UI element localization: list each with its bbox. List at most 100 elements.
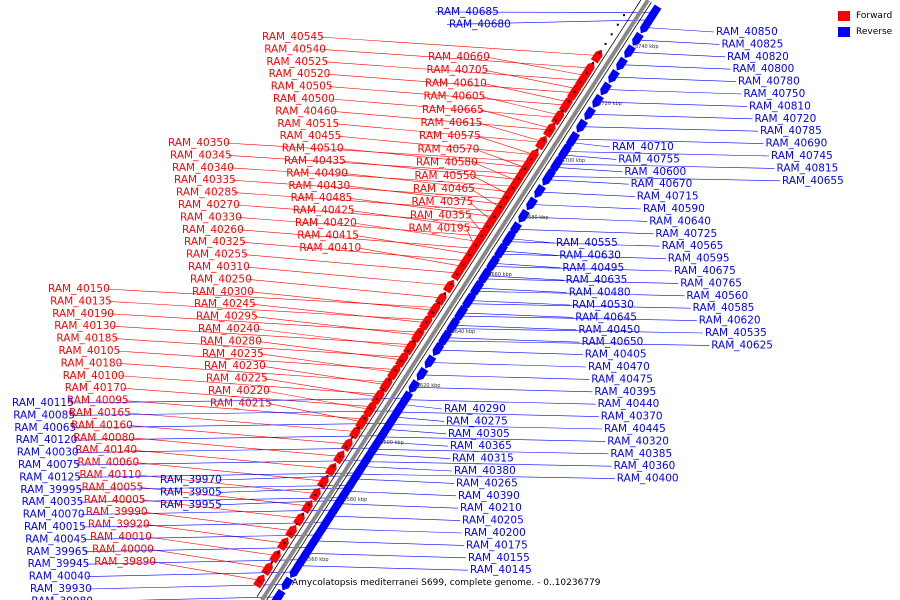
gene-tick-marker (283, 542, 286, 545)
reverse-gene-label: RAM_40710 (612, 141, 674, 153)
reverse-connector (570, 142, 611, 148)
forward-gene-label: RAM_40330 (180, 211, 242, 223)
forward-gene-label: RAM_40180 (61, 357, 123, 369)
gene-tick-marker (530, 158, 533, 161)
legend-reverse: Reverse (838, 24, 892, 40)
reverse-gene-arrow (416, 366, 429, 381)
reverse-gene-label: RAM_40820 (727, 51, 789, 63)
forward-gene-arrow (293, 512, 305, 527)
forward-gene-arrow (458, 254, 471, 269)
forward-gene-label: RAM_40270 (178, 199, 240, 211)
forward-connector (265, 390, 371, 410)
legend-forward-swatch (838, 11, 850, 21)
forward-connector (355, 235, 471, 255)
forward-gene-label: RAM_40295 (196, 311, 258, 323)
reverse-connector (522, 216, 648, 222)
forward-connector (110, 313, 420, 333)
reverse-connector (644, 27, 715, 33)
forward-gene-label: RAM_40135 (50, 295, 112, 307)
gene-tick-marker (425, 321, 428, 324)
forward-gene-label: RAM_40580 (416, 157, 478, 169)
gene-tick-marker (561, 110, 564, 113)
forward-connector (333, 111, 551, 131)
reverse-connector (83, 534, 319, 540)
gene-tick-marker (332, 465, 335, 468)
forward-connector (152, 561, 261, 581)
forward-gene-label: RAM_40500 (273, 93, 335, 105)
reverse-gene-label: RAM_40495 (562, 262, 624, 274)
forward-connector (126, 412, 357, 432)
forward-gene-label: RAM_39990 (86, 506, 148, 518)
forward-gene-label: RAM_40575 (419, 130, 481, 142)
forward-gene-label: RAM_40485 (291, 192, 353, 204)
reverse-connector (357, 473, 615, 479)
reverse-gene-label: RAM_40670 (631, 178, 693, 190)
gene-tick-marker (573, 90, 576, 93)
forward-gene-label: RAM_40300 (192, 286, 254, 298)
forward-connector (239, 229, 475, 249)
forward-connector (143, 511, 293, 532)
forward-gene-label: RAM_40160 (71, 419, 133, 431)
reverse-gene-arrow (385, 415, 398, 430)
scale-tick-label: 8560 kbp (305, 557, 329, 563)
reverse-gene-arrow (305, 539, 318, 554)
forward-connector (469, 201, 492, 221)
forward-connector (337, 135, 535, 156)
forward-gene-label: RAM_40570 (418, 143, 480, 155)
forward-gene-label: RAM_40455 (280, 130, 342, 142)
reverse-connector (346, 490, 457, 497)
reverse-gene-arrow (351, 467, 364, 482)
gene-tick-marker (369, 407, 372, 410)
scale-tick-label: 8680 kbp (525, 215, 549, 221)
reverse-gene-arrow (632, 31, 644, 46)
scale-tick-label: 8620 kbp (417, 383, 441, 389)
reverse-connector (381, 436, 606, 442)
reverse-connector (72, 422, 390, 429)
forward-connector (122, 387, 373, 408)
forward-connector (326, 73, 575, 94)
forward-connector (472, 175, 509, 195)
reverse-connector (75, 460, 367, 466)
reverse-gene-label: RAM_40385 (610, 448, 672, 460)
forward-gene-label: RAM_40260 (182, 224, 244, 236)
forward-gene-label: RAM_40150 (48, 283, 110, 295)
forward-gene-label: RAM_40335 (174, 174, 236, 186)
reverse-connector (71, 410, 398, 416)
gene-tick-marker (351, 436, 354, 439)
reverse-gene-label: RAM_40400 (617, 473, 679, 485)
reverse-gene-arrow (510, 221, 522, 236)
reverse-connector (620, 64, 731, 70)
reverse-connector (468, 300, 571, 306)
forward-gene-label: RAM_40545 (262, 31, 324, 43)
reverse-gene-label: RAM_40600 (624, 166, 686, 178)
forward-connector (120, 375, 381, 395)
reverse-gene-arrow (401, 390, 414, 405)
legend-forward-label: Forward (856, 11, 893, 21)
reverse-gene-label: RAM_40445 (604, 423, 666, 435)
forward-connector (470, 188, 501, 208)
forward-connector (247, 279, 443, 299)
forward-gene-label: RAM_40165 (69, 407, 131, 419)
forward-gene-label: RAM_40345 (170, 149, 232, 161)
gene-tick-marker (462, 263, 465, 266)
reverse-connector (437, 349, 583, 355)
forward-gene-label: RAM_40340 (172, 162, 234, 174)
forward-connector (251, 303, 427, 324)
reverse-gene-label: RAM_40745 (771, 150, 833, 162)
forward-connector (473, 162, 518, 182)
reverse-gene-label: RAM_40035 (22, 496, 84, 508)
forward-gene-label: RAM_40665 (422, 104, 484, 116)
gene-tick-marker (375, 398, 378, 401)
reverse-connector (596, 101, 748, 107)
forward-gene-label: RAM_40255 (186, 249, 248, 261)
reverse-gene-arrow (558, 146, 570, 161)
gene-tick-marker (468, 254, 471, 257)
forward-gene-arrow (569, 82, 582, 97)
reverse-gene-arrow (464, 292, 477, 307)
reverse-gene-label: RAM_40320 (607, 435, 669, 447)
reverse-gene-label: RAM_40815 (777, 162, 839, 174)
reverse-gene-label: RAM_40045 (25, 533, 87, 545)
reverse-gene-label: RAM_40800 (733, 63, 795, 75)
gene-tick-marker (388, 378, 391, 381)
forward-connector (112, 325, 412, 346)
